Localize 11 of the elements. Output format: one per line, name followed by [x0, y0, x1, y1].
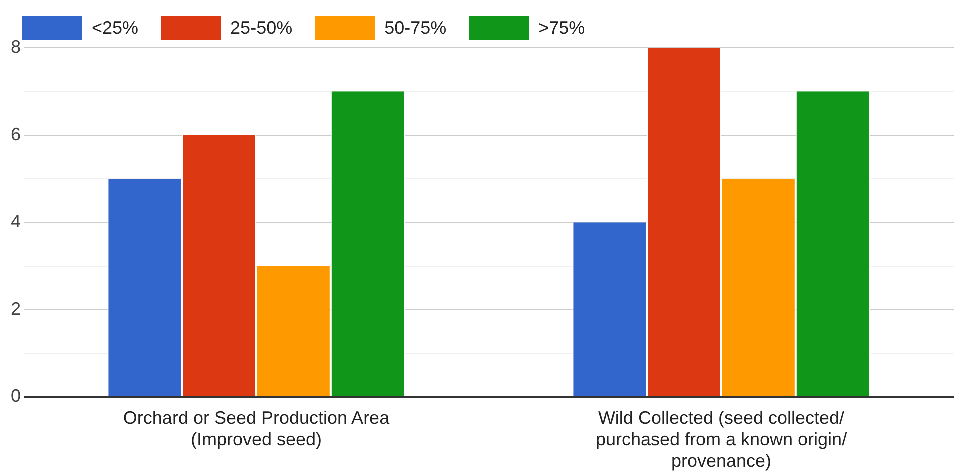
legend-label: 25-50%	[230, 18, 293, 38]
x-tick-label: Wild Collected (seed collected/ purchased from a known origin/ provenance)	[596, 408, 848, 472]
y-tick-label: 4	[10, 212, 22, 232]
legend-label: 50-75%	[384, 18, 447, 38]
legend-label: >75%	[538, 18, 586, 38]
y-tick-label: 8	[10, 36, 22, 57]
legend-label: <25%	[92, 18, 139, 38]
y-tick-label: 6	[10, 124, 22, 144]
y-tick-label: 0	[10, 386, 22, 406]
y-tick-label: 2	[10, 298, 22, 319]
x-tick-label: Orchard or Seed Production Area (Improved seed)	[123, 408, 391, 450]
